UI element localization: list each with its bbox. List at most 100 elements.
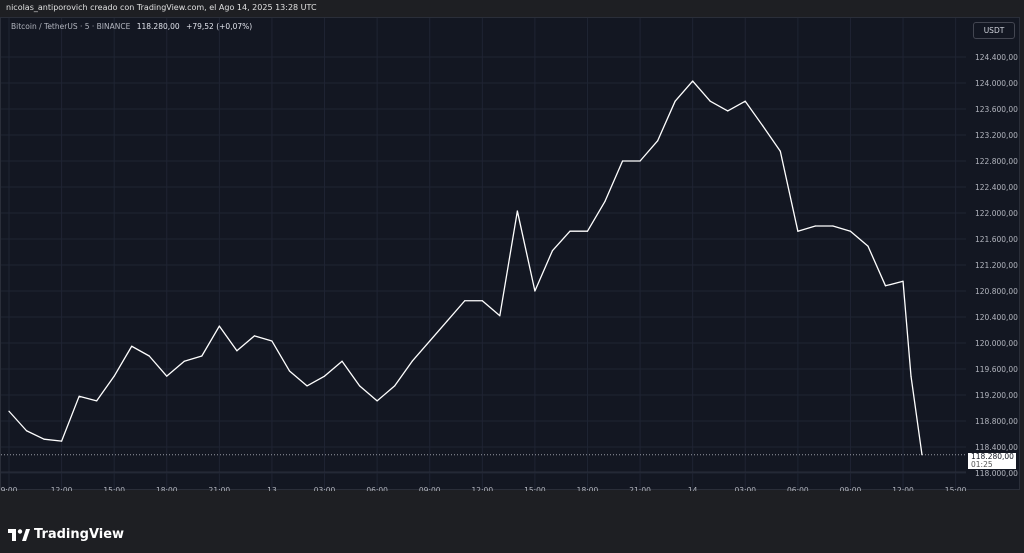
x-tick-label: 9:00 xyxy=(1,486,18,491)
x-tick-label: 21:00 xyxy=(209,486,231,491)
price-point xyxy=(832,225,834,227)
price-point xyxy=(902,280,904,282)
x-tick-label: 14 xyxy=(688,486,698,491)
price-point xyxy=(797,230,799,232)
price-point xyxy=(762,125,764,127)
x-tick-label: 18:00 xyxy=(577,486,599,491)
price-point xyxy=(429,340,431,342)
price-point xyxy=(236,350,238,352)
price-point xyxy=(376,400,378,402)
price-point xyxy=(884,285,887,287)
price-point xyxy=(201,355,203,357)
price-point xyxy=(306,385,308,387)
y-tick-label: 124.400,00 xyxy=(975,53,1018,62)
price-point xyxy=(359,385,361,387)
price-point xyxy=(849,230,852,232)
y-tick-label: 118.000,00 xyxy=(975,469,1018,478)
price-point xyxy=(499,315,501,317)
price-point xyxy=(921,454,923,456)
y-tick-label: 121.200,00 xyxy=(975,261,1018,270)
y-tick-label: 122.800,00 xyxy=(975,157,1018,166)
current-price-tag: 118.280,00 01:25 xyxy=(968,453,1016,469)
price-point xyxy=(166,375,168,377)
price-point xyxy=(183,360,185,362)
symbol-legend: Bitcoin / TetherUS · 5 · BINANCE 118.280… xyxy=(11,22,252,31)
price-point xyxy=(779,150,781,152)
price-point xyxy=(253,335,256,337)
x-tick-label: 15:00 xyxy=(945,486,967,491)
x-tick-label: 12:00 xyxy=(892,486,914,491)
price-point xyxy=(674,100,676,102)
x-tick-label: 15:00 xyxy=(103,486,125,491)
top-bar: nicolas_antiporovich creado con TradingV… xyxy=(0,0,1024,17)
brand-name: TradingView xyxy=(34,527,125,542)
price-point xyxy=(148,355,150,357)
x-tick-label: 06:00 xyxy=(787,486,809,491)
bar-countdown: 01:25 xyxy=(971,460,993,469)
price-point xyxy=(657,140,659,142)
price-point xyxy=(586,230,589,232)
price-point xyxy=(464,300,466,302)
x-tick-label: 09:00 xyxy=(419,486,441,491)
y-tick-label: 120.800,00 xyxy=(975,287,1018,296)
price-point xyxy=(411,360,413,362)
price-point xyxy=(394,385,396,387)
y-tick-label: 122.400,00 xyxy=(975,183,1018,192)
price-point xyxy=(218,325,220,327)
price-point xyxy=(551,250,554,252)
symbol-name: Bitcoin / TetherUS · 5 · BINANCE xyxy=(11,22,131,31)
x-tick-label: 18:00 xyxy=(156,486,178,491)
price-point xyxy=(323,375,326,377)
x-tick-label: 12:00 xyxy=(471,486,493,491)
y-tick-label: 123.200,00 xyxy=(975,131,1018,140)
footer: TradingView xyxy=(0,520,1024,553)
tradingview-logo[interactable]: TradingView xyxy=(8,527,124,542)
price-point xyxy=(481,300,483,302)
chart-panel[interactable]: 118.000,00 118.400,00 118.800,00 119.200,00… xyxy=(0,17,1021,491)
y-tick-label: 119.200,00 xyxy=(975,391,1018,400)
x-tick-label: 06:00 xyxy=(366,486,388,491)
y-tick-label: 121.600,00 xyxy=(975,235,1018,244)
price-chart[interactable]: 118.000,00 118.400,00 118.800,00 119.200,00… xyxy=(1,18,1021,491)
x-tick-label: 13 xyxy=(267,486,277,491)
y-tick-label: 119.600,00 xyxy=(975,365,1018,374)
x-tick-label: 03:00 xyxy=(314,486,336,491)
y-tick-label: 118.400,00 xyxy=(975,443,1018,452)
y-tick-label: 120.000,00 xyxy=(975,339,1018,348)
y-tick-label: 120.400,00 xyxy=(975,313,1018,322)
price-point xyxy=(8,410,10,412)
price-point xyxy=(569,230,571,232)
tradingview-logo-icon xyxy=(8,528,30,541)
y-tick-label: 122.000,00 xyxy=(975,209,1018,218)
price-point xyxy=(131,345,133,347)
price-point xyxy=(78,395,80,397)
currency-unit-button[interactable]: USDT xyxy=(973,22,1015,39)
last-price: 118.280,00 xyxy=(136,22,180,31)
y-tick-label: 118.800,00 xyxy=(975,417,1018,426)
price-point xyxy=(621,160,624,162)
price-point xyxy=(709,100,711,102)
credit-text: nicolas_antiporovich creado con TradingV… xyxy=(6,3,317,12)
price-point xyxy=(814,225,816,227)
price-point xyxy=(96,400,98,402)
price-line xyxy=(8,80,923,455)
y-tick-label: 124.000,00 xyxy=(975,79,1018,88)
price-point xyxy=(25,430,28,432)
x-tick-label: 09:00 xyxy=(840,486,862,491)
price-point xyxy=(692,80,694,82)
price-point xyxy=(43,438,45,440)
price-point xyxy=(867,245,869,247)
price-point xyxy=(288,370,291,372)
current-price: 118.280,00 xyxy=(971,453,1014,461)
price-point xyxy=(516,210,518,212)
x-tick-label: 21:00 xyxy=(629,486,651,491)
price-point xyxy=(271,340,273,342)
y-tick-label: 123.600,00 xyxy=(975,105,1018,114)
price-change: +79,52 (+0,07%) xyxy=(186,22,253,31)
x-tick-label: 03:00 xyxy=(734,486,756,491)
price-point xyxy=(341,360,343,362)
x-tick-label: 15:00 xyxy=(524,486,546,491)
price-point xyxy=(910,375,912,377)
price-point xyxy=(727,110,729,112)
price-point xyxy=(446,320,448,322)
